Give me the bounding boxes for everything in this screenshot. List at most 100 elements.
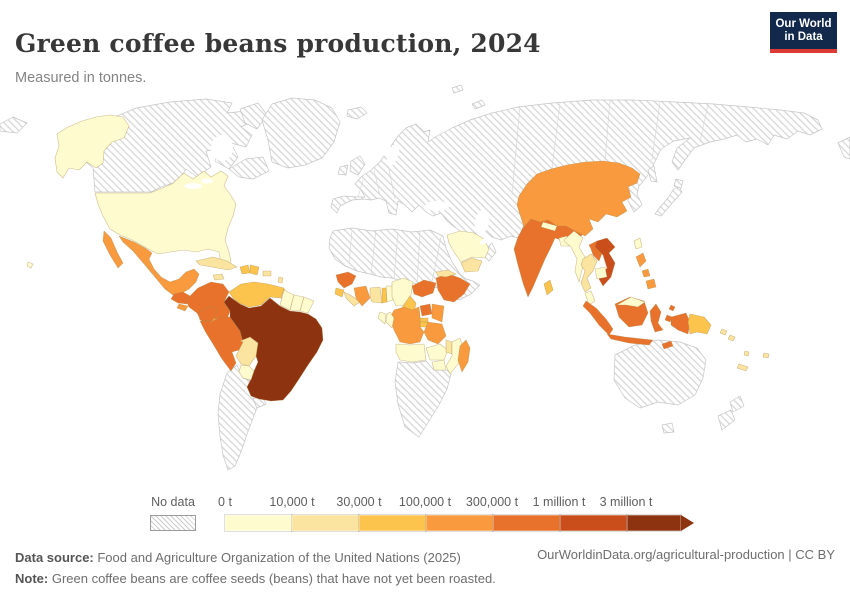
country-gabon[interactable] (377, 311, 387, 325)
country-venezuela[interactable] (228, 281, 285, 308)
country-mexico[interactable] (118, 235, 200, 296)
country-sierra-leone[interactable] (334, 287, 345, 298)
country-dominican-republic[interactable] (249, 264, 260, 276)
region-japan[interactable] (654, 185, 683, 217)
footer-link[interactable]: OurWorldinData.org/agricultural-producti… (537, 547, 835, 562)
country-nepal[interactable] (540, 221, 558, 232)
legend-color-segment[interactable] (626, 514, 682, 532)
country-vanuatu[interactable] (743, 350, 750, 357)
legend-color-segment[interactable] (291, 514, 360, 532)
region-greenland[interactable] (261, 97, 341, 169)
country-rwanda[interactable] (419, 317, 429, 323)
country-solomon-2[interactable] (727, 334, 736, 342)
country-solomon-1[interactable] (719, 328, 728, 336)
country-zambia[interactable] (425, 343, 449, 361)
legend-color-segment[interactable] (559, 514, 628, 532)
country-central-african-republic[interactable] (411, 279, 437, 298)
country-brazil[interactable] (223, 295, 324, 402)
region-australia[interactable] (613, 339, 707, 409)
country-hawaii[interactable] (26, 261, 34, 269)
country-west-papua[interactable] (670, 312, 691, 335)
country-cambodia[interactable] (594, 266, 608, 280)
legend-tick-label: 10,000 t (269, 495, 315, 509)
country-drc[interactable] (389, 306, 425, 345)
no-data-internal-borders (348, 99, 709, 288)
country-fiji[interactable] (762, 352, 770, 359)
country-timor-leste[interactable] (661, 340, 674, 350)
country-vietnam[interactable] (594, 237, 616, 287)
country-angola[interactable] (395, 343, 427, 363)
country-yemen[interactable] (460, 257, 483, 273)
country-guinea[interactable] (335, 271, 357, 289)
region-quebec[interactable] (228, 156, 270, 180)
owid-logo[interactable]: Our World in Data (770, 12, 837, 53)
country-visayas[interactable] (641, 268, 651, 278)
country-malawi[interactable] (445, 339, 453, 355)
country-papua-new-guinea[interactable] (687, 313, 712, 335)
country-myanmar[interactable] (563, 230, 586, 283)
country-uganda[interactable] (419, 303, 433, 317)
footer-note-label: Note: (15, 571, 49, 586)
region-new-zealand-north[interactable] (729, 395, 745, 413)
country-cote-divoire[interactable] (353, 285, 371, 307)
region-hokkaido (673, 178, 684, 189)
country-cuba[interactable] (195, 256, 238, 271)
country-french-guiana[interactable] (299, 296, 315, 314)
legend-color-segment[interactable] (425, 514, 494, 532)
country-peru[interactable] (199, 316, 244, 372)
country-luzon[interactable] (635, 252, 647, 268)
country-sumatra[interactable] (582, 300, 614, 336)
country-congo[interactable] (385, 311, 395, 329)
country-mozambique[interactable] (445, 337, 465, 375)
country-alaska[interactable] (54, 114, 130, 179)
country-zimbabwe[interactable] (431, 359, 447, 371)
country-mexico-baja[interactable] (102, 230, 124, 269)
country-malaysia-peninsula[interactable] (584, 290, 596, 306)
footer-data-source-text: Food and Agriculture Organization of the… (93, 550, 461, 565)
country-eritrea[interactable] (435, 269, 457, 278)
legend-no-data-swatch[interactable] (150, 515, 196, 531)
country-lesser-antilles-1[interactable] (277, 276, 284, 284)
country-java[interactable] (606, 333, 654, 346)
legend-color-segment[interactable] (224, 514, 293, 532)
country-puerto-rico[interactable] (262, 270, 272, 277)
country-moluccas-2[interactable] (668, 304, 676, 312)
country-madagascar[interactable] (457, 339, 471, 373)
country-united-states[interactable] (94, 170, 237, 269)
region-sakhalin (647, 165, 658, 183)
country-bolivia[interactable] (235, 336, 259, 367)
country-benin[interactable] (385, 285, 394, 303)
country-ecuador[interactable] (197, 305, 219, 322)
region-uk[interactable] (349, 155, 366, 176)
country-mindanao[interactable] (645, 278, 657, 290)
country-saudi-arabia[interactable] (446, 230, 490, 263)
region-baffin[interactable] (239, 102, 268, 130)
country-guatemala[interactable] (170, 291, 191, 305)
country-kenya[interactable] (431, 303, 445, 323)
region-ireland[interactable] (337, 164, 349, 176)
country-china[interactable] (516, 160, 641, 237)
legend-color-segment[interactable] (358, 514, 427, 532)
country-malaysia-borneo[interactable] (616, 296, 646, 308)
country-liberia[interactable] (343, 291, 361, 307)
country-jamaica[interactable] (212, 273, 225, 281)
legend-color-bar[interactable] (224, 514, 694, 532)
footer-data-source-label: Data source: (15, 550, 94, 565)
country-haiti[interactable] (239, 264, 251, 275)
legend-tick-label: 1 million t (532, 495, 586, 509)
legend-color-segment[interactable] (492, 514, 561, 532)
region-iceland[interactable] (346, 106, 368, 120)
country-taiwan[interactable] (633, 237, 643, 250)
country-el-salvador[interactable] (176, 303, 189, 312)
country-moluccas-1[interactable] (664, 314, 673, 323)
country-sulawesi[interactable] (649, 303, 664, 333)
country-paraguay[interactable] (238, 364, 255, 381)
country-new-caledonia[interactable] (736, 363, 749, 372)
country-ghana[interactable] (369, 286, 383, 304)
country-tanzania[interactable] (423, 321, 447, 345)
region-southern-africa[interactable] (394, 360, 452, 438)
country-thailand[interactable] (580, 253, 598, 293)
region-new-zealand-south[interactable] (717, 409, 736, 431)
country-sri-lanka[interactable] (543, 279, 554, 296)
